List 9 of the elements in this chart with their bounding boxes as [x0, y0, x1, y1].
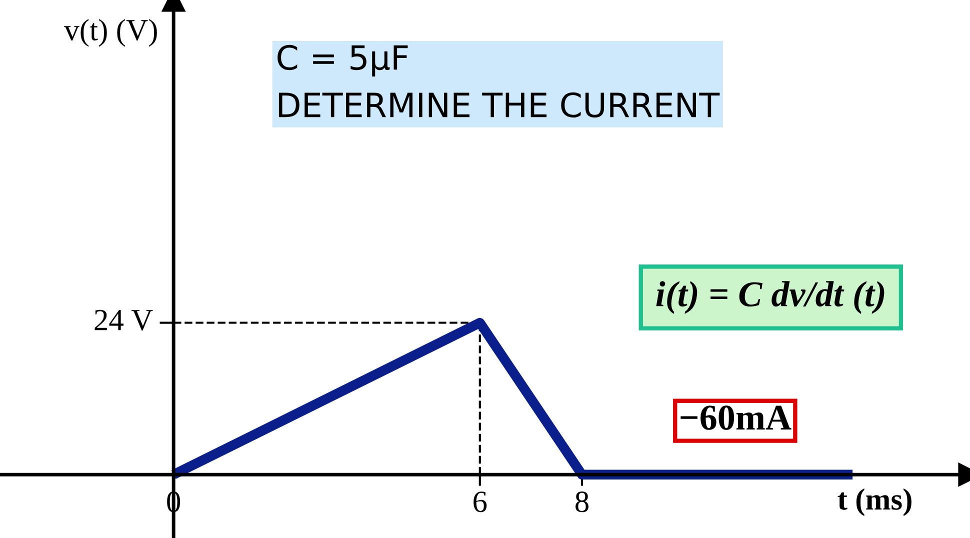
x-tick-label: 8 — [576, 492, 588, 512]
text: DETERMINE THE CURRENT — [278, 92, 720, 118]
text: v(t) (V) — [64, 18, 157, 47]
ref-line-label: 24 V — [94, 310, 153, 331]
text: C = 5μF — [278, 44, 408, 77]
annotation: −60mA — [680, 406, 792, 430]
text: i(t) = C dv/dt (t) — [656, 281, 884, 314]
x-tick-label: 6 — [474, 492, 487, 512]
x-axis-title: t (ms) — [838, 488, 912, 516]
